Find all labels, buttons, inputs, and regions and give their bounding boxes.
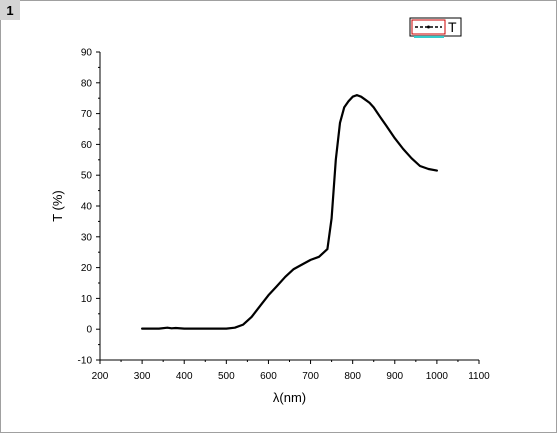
data-point xyxy=(250,316,253,318)
data-point xyxy=(410,157,413,160)
x-axis-ticks: 200 300 400 500 600 700 800 900 1000 1100 xyxy=(92,360,490,382)
data-point xyxy=(372,106,375,109)
data-point xyxy=(292,268,295,270)
data-point xyxy=(225,327,228,330)
data-point xyxy=(175,327,177,329)
data-point xyxy=(259,305,261,307)
y-tick-label: 60 xyxy=(81,140,93,151)
page-number-badge: 1 xyxy=(0,0,20,20)
x-tick-label: 500 xyxy=(218,371,235,382)
x-tick-label: 200 xyxy=(92,371,109,382)
y-tick-label: 30 xyxy=(81,232,93,243)
x-tick-label: 700 xyxy=(302,371,319,382)
y-axis-title: T (%) xyxy=(50,190,65,222)
data-point xyxy=(385,125,388,127)
y-axis-ticks: -10 0 10 20 30 40 50 60 70 80 90 xyxy=(78,48,100,367)
data-point xyxy=(394,137,396,139)
data-point xyxy=(347,100,350,103)
y-tick-label: 50 xyxy=(81,171,93,182)
data-point xyxy=(183,327,185,330)
y-tick-label: 80 xyxy=(81,78,93,89)
y-tick-label: 90 xyxy=(81,48,93,59)
data-point xyxy=(364,98,367,101)
data-point xyxy=(377,112,379,115)
y-tick-label: 10 xyxy=(81,294,93,305)
y-tick-label: 0 xyxy=(86,325,92,336)
data-point xyxy=(343,106,346,109)
data-point xyxy=(234,326,236,329)
data-point xyxy=(335,159,337,161)
legend-marker-box xyxy=(411,19,446,35)
data-point xyxy=(267,294,270,297)
y-tick-label: 70 xyxy=(81,109,93,120)
data-point xyxy=(301,263,303,266)
data-point xyxy=(242,323,244,326)
x-tick-label: 1100 xyxy=(468,371,490,382)
data-point xyxy=(204,327,207,330)
data-point xyxy=(351,95,354,98)
data-point xyxy=(419,165,421,167)
series-line-T xyxy=(141,93,438,330)
data-point xyxy=(326,248,329,250)
plot-axes xyxy=(99,52,479,361)
y-tick-label: 20 xyxy=(81,263,93,274)
data-point xyxy=(170,327,173,330)
x-tick-label: 600 xyxy=(260,371,277,382)
x-tick-label: 1000 xyxy=(426,371,449,382)
x-tick-label: 800 xyxy=(344,371,361,382)
legend[interactable]: T xyxy=(409,17,462,38)
x-axis-title: λ(nm) xyxy=(273,390,306,405)
data-point xyxy=(381,119,383,121)
data-point xyxy=(330,217,333,220)
x-tick-label: 400 xyxy=(176,371,193,382)
data-point xyxy=(318,255,320,258)
series-layer xyxy=(141,93,438,330)
data-point xyxy=(402,148,405,150)
x-tick-label: 300 xyxy=(134,371,151,382)
data-point xyxy=(284,276,287,278)
y-tick-label: 40 xyxy=(81,202,93,213)
data-point xyxy=(149,327,152,330)
y-tick-label: -10 xyxy=(78,356,93,367)
x-tick-label: 900 xyxy=(386,371,403,382)
data-point xyxy=(356,94,358,96)
data-point xyxy=(276,285,278,287)
data-point xyxy=(158,327,160,330)
data-point xyxy=(427,168,430,170)
data-point xyxy=(141,327,143,330)
data-point xyxy=(360,95,362,98)
data-point xyxy=(166,326,169,329)
data-point xyxy=(309,259,312,261)
legend-label: T xyxy=(448,19,457,35)
legend-marker-dot xyxy=(427,25,430,29)
data-point xyxy=(368,102,371,104)
data-point xyxy=(436,169,438,172)
data-point xyxy=(339,122,341,124)
